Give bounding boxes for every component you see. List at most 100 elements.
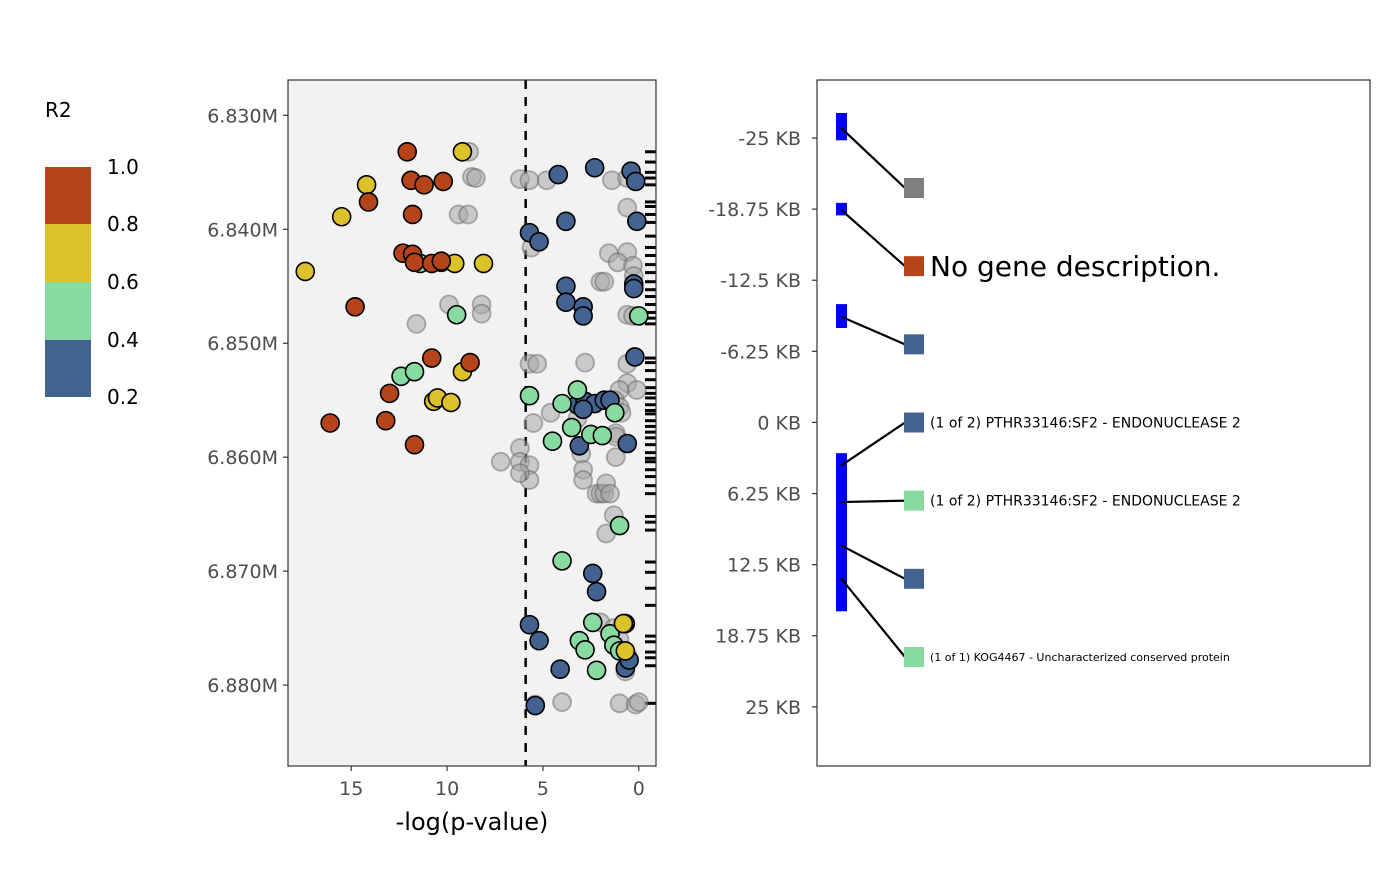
snp-point-r2-0.2-0.4 <box>573 399 593 420</box>
gene-annotation-swatch <box>904 490 924 511</box>
snp-point-r2-0.2-0.4 <box>625 171 646 192</box>
legend-label: 0.4 <box>107 328 139 352</box>
snp-point-no-r2 <box>523 413 544 433</box>
y-tick-label: 6.830M <box>207 105 278 127</box>
x-axis: 15 10 5 0 <box>339 766 645 800</box>
snp-point-r2-0.2-0.4 <box>573 306 593 326</box>
x-tick-label: 10 <box>435 778 459 800</box>
snp-point-r2-0.4-0.6 <box>567 380 588 400</box>
snp-point-r2-0.2-0.4 <box>525 695 546 716</box>
gene-y-tick-label: -18.75 KB <box>708 199 801 221</box>
gene-block <box>836 560 847 612</box>
snp-point-no-r2 <box>490 451 511 472</box>
gene-connector <box>840 208 906 267</box>
y-tick-label: 6.880M <box>207 675 278 697</box>
snp-point-r2-0.2-0.4 <box>548 164 569 185</box>
snp-point-no-r2 <box>465 168 486 188</box>
gene-y-tick-label: -25 KB <box>738 128 801 150</box>
gene-y-tick-label: 12.5 KB <box>727 555 801 577</box>
snp-point-r2-0.2-0.4 <box>556 292 576 313</box>
snp-point-r2-0.4-0.6 <box>404 361 425 382</box>
gene-annotation-swatch <box>904 568 924 589</box>
x-tick-label: 0 <box>633 778 645 800</box>
snp-point-r2-0.2-0.4 <box>529 630 549 651</box>
snp-point-r2-0.8-1.0 <box>404 434 425 455</box>
genes: No gene description. (1 of 2) PTHR33146:S… <box>836 112 1241 667</box>
snp-point-r2-0.2-0.4 <box>625 347 645 367</box>
legend-title: R2 <box>45 98 72 122</box>
gene-connector <box>840 577 906 658</box>
snp-point-no-r2 <box>628 692 649 713</box>
gene-annotation-swatch <box>904 334 924 355</box>
snp-point-r2-0.6-0.8 <box>473 253 494 274</box>
gene-y-tick-label: 0 KB <box>757 412 801 434</box>
snp-point-r2-0.2-0.4 <box>617 433 638 454</box>
gene-block <box>836 112 847 141</box>
snp-point-r2-0.4-0.6 <box>552 393 572 414</box>
gene-connector <box>840 126 906 189</box>
snp-point-no-r2 <box>594 271 615 292</box>
snp-point-r2-0.2-0.4 <box>623 278 644 299</box>
y-tick-label: 6.850M <box>207 333 278 355</box>
legend-label: 0.6 <box>107 270 139 294</box>
snp-point-no-r2 <box>573 470 594 490</box>
gene-connector <box>840 421 906 467</box>
x-tick-label: 15 <box>339 778 363 800</box>
snp-point-r2-0.4-0.6 <box>628 306 649 326</box>
snp-point-no-r2 <box>575 352 595 373</box>
snp-point-r2-0.8-1.0 <box>460 352 480 373</box>
snp-point-r2-0.2-0.4 <box>582 563 603 584</box>
snp-point-no-r2 <box>552 692 572 713</box>
snp-point-r2-0.8-1.0 <box>402 204 423 225</box>
snp-point-r2-0.2-0.4 <box>586 581 607 602</box>
snp-point-r2-0.4-0.6 <box>582 612 603 633</box>
snp-point-no-r2 <box>519 170 540 191</box>
gene-block <box>836 524 847 580</box>
snp-point-r2-0.6-0.8 <box>452 141 473 162</box>
y-tick-label: 6.860M <box>207 447 278 469</box>
snp-point-r2-0.8-1.0 <box>320 413 340 433</box>
snp-point-r2-0.8-1.0 <box>379 383 400 404</box>
snp-point-r2-0.8-1.0 <box>421 348 442 368</box>
snp-point-no-r2 <box>605 447 626 468</box>
snp-point-r2-0.8-1.0 <box>375 410 396 431</box>
gene-y-tick-label: 18.75 KB <box>715 626 801 648</box>
snp-point-r2-0.8-1.0 <box>431 251 452 271</box>
snp-point-r2-0.4-0.6 <box>552 551 572 571</box>
snp-point-r2-0.8-1.0 <box>433 171 454 192</box>
snp-point-r2-0.4-0.6 <box>586 660 607 681</box>
snp-point-no-r2 <box>458 204 479 225</box>
gene-connector <box>840 499 906 504</box>
gene-annotation-label: (1 of 1) KOG4467 - Uncharacterized conse… <box>930 651 1230 664</box>
snp-point-r2-0.2-0.4 <box>550 659 570 679</box>
snp-point-r2-0.2-0.4 <box>556 211 576 232</box>
gene-annotation-label: No gene description. <box>930 250 1220 283</box>
gene-y-tick-label: -12.5 KB <box>720 270 801 292</box>
gene-y-tick-label: -6.25 KB <box>720 341 801 363</box>
x-tick-label: 5 <box>537 778 549 800</box>
snp-point-r2-0.6-0.8 <box>441 392 461 413</box>
legend-label: 1.0 <box>107 155 139 179</box>
snp-point-r2-0.8-1.0 <box>414 175 434 195</box>
snp-point-r2-0.2-0.4 <box>529 232 549 252</box>
gene-block <box>836 202 847 216</box>
legend-label: 0.2 <box>107 385 139 409</box>
gene-annotation-label: (1 of 2) PTHR33146:SF2 - ENDONUCLEASE 2 <box>930 494 1241 510</box>
gene-y-tick-label: 25 KB <box>745 697 801 719</box>
snp-point-no-r2 <box>617 197 638 218</box>
gene-block <box>836 453 847 493</box>
snp-point-r2-0.4-0.6 <box>609 515 630 536</box>
snp-point-r2-0.2-0.4 <box>627 211 647 232</box>
gene-y-tick-label: 6.25 KB <box>727 484 801 506</box>
snp-point-r2-0.4-0.6 <box>542 431 563 452</box>
y-tick-label: 6.870M <box>207 561 278 583</box>
snp-point-r2-0.4-0.6 <box>519 385 540 406</box>
legend-swatch-mid-low <box>45 282 91 340</box>
gene-annotation-swatch <box>904 647 924 667</box>
x-axis-title: -log(p-value) <box>396 808 549 836</box>
snp-point-r2-0.4-0.6 <box>575 639 595 660</box>
gene-annotation-swatch <box>904 412 924 433</box>
snp-point-no-r2 <box>600 483 620 504</box>
